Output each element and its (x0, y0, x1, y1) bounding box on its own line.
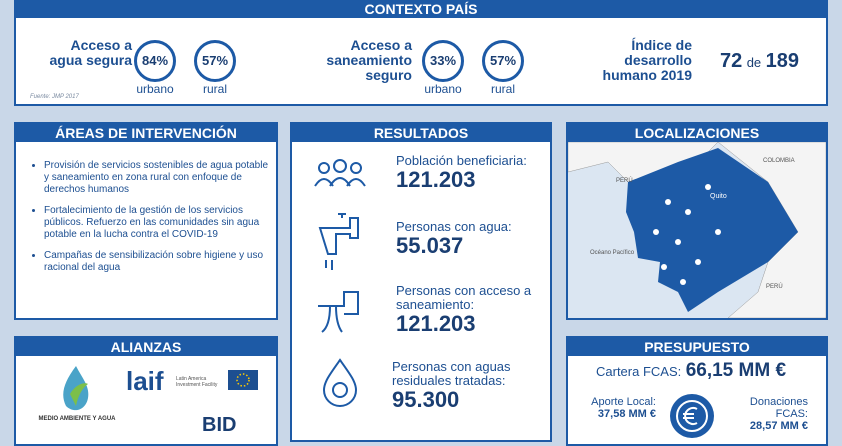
idh-rank: 72 (720, 50, 743, 72)
donaciones: Donaciones FCAS: 28,57 MM € (724, 396, 808, 432)
result-item: Población beneficiaria: 121.203 (396, 154, 546, 192)
alianzas-title: ALIANZAS (16, 338, 276, 356)
decoration (665, 199, 671, 205)
result-value: 121.203 (396, 167, 476, 192)
idh-label: Índice de desarrollo humano 2019 (602, 37, 692, 83)
bid-logo: BID (202, 414, 237, 436)
decoration (350, 162, 362, 174)
agua-label: Acceso a agua segura (49, 37, 132, 68)
result-item: Personas con agua: 55.037 (396, 220, 546, 258)
area-item: Provisión de servicios sostenibles de ag… (44, 160, 272, 196)
map-label: Quito (710, 193, 727, 200)
ministerio-logo (63, 366, 89, 411)
result-value: 55.037 (396, 233, 464, 258)
result-item: Personas con aguas residuales tratadas: … (392, 360, 546, 412)
decoration (675, 239, 681, 245)
areas-list: Provisión de servicios sostenibles de ag… (30, 160, 272, 283)
map-label: PERÚ (616, 177, 633, 184)
decoration (332, 382, 348, 398)
result-value: 95.300 (392, 387, 460, 412)
resultados-panel: RESULTADOS Población beneficiaria: 121.2… (290, 122, 552, 442)
result-value: 121.203 (396, 311, 476, 336)
euro-icon (670, 394, 714, 438)
san-urbano-label: urbano (424, 82, 462, 96)
decoration (705, 184, 711, 190)
localizaciones-panel: LOCALIZACIONES COLOMBIA PERÚ Quito Océan… (566, 122, 828, 320)
map-label: PERÚ (766, 283, 783, 290)
aporte: Aporte Local: 37,58 MM € (572, 396, 656, 420)
locations (653, 184, 721, 285)
cartera-value: 66,15 MM € (685, 360, 787, 381)
idh-sep: de (746, 55, 762, 70)
saneamiento-label: Acceso a saneamiento seguro (326, 37, 412, 83)
decoration (322, 358, 358, 407)
areas-panel: ÁREAS DE INTERVENCIÓN Provisión de servi… (14, 122, 278, 320)
presupuesto-title: PRESUPUESTO (568, 338, 826, 356)
result-label: Población beneficiaria: (396, 153, 527, 168)
areas-title: ÁREAS DE INTERVENCIÓN (16, 124, 276, 142)
decoration (680, 279, 686, 285)
agua-rural-label: rural (202, 82, 227, 96)
decoration (653, 229, 659, 235)
san-rural-value: 57% (482, 40, 524, 82)
contexto-title: CONTEXTO PAÍS (16, 0, 826, 18)
decoration (325, 260, 333, 270)
idh-value: 72 de 189 (720, 50, 799, 73)
decoration (318, 291, 359, 333)
source: Fuente: JMP 2017 (30, 94, 79, 100)
agua-urbano-value: 84% (134, 40, 176, 82)
area-item: Fortalecimiento de la gestión de los ser… (44, 205, 272, 241)
area-item: Campañas de sensibilización sobre higien… (44, 250, 272, 274)
contexto-panel: CONTEXTO PAÍS Acceso a agua segura 84% u… (14, 0, 828, 106)
decoration (338, 213, 346, 218)
decoration (70, 383, 88, 406)
donaciones-label: Donaciones FCAS: (749, 396, 808, 420)
map-label: Océano Pacífico (590, 250, 635, 256)
idh-total: 189 (765, 50, 799, 72)
result-label: Personas con agua: (396, 219, 512, 234)
laif-logo: laif (126, 366, 164, 396)
decoration (715, 229, 721, 235)
result-item: Personas con acceso a saneamiento: 121.2… (396, 284, 546, 336)
result-icons (314, 159, 366, 407)
infographic: CONTEXTO PAÍS Acceso a agua segura 84% u… (0, 0, 842, 430)
san-rural-label: rural (490, 82, 515, 96)
donaciones-value: 28,57 MM € (749, 420, 808, 432)
ecuador (626, 148, 798, 312)
result-label: Personas con acceso a saneamiento: (396, 283, 532, 312)
decoration (333, 159, 347, 173)
agua-rural-value: 57% (194, 40, 236, 82)
presupuesto-panel: PRESUPUESTO Cartera FCAS: 66,15 MM € Apo… (566, 336, 828, 446)
cartera-label: Cartera FCAS: (596, 364, 682, 379)
cartera: Cartera FCAS: 66,15 MM € (596, 360, 786, 382)
decoration (318, 162, 330, 174)
ministerio-text: MEDIO AMBIENTE Y AGUA (38, 416, 116, 422)
alianzas-panel: ALIANZAS MEDIO AMBIENTE Y AGUA laif Lati… (14, 336, 278, 446)
localizaciones-title: LOCALIZACIONES (568, 124, 826, 142)
san-urbano-value: 33% (422, 40, 464, 82)
decoration (318, 217, 359, 255)
decoration (236, 373, 250, 387)
decoration (695, 259, 701, 265)
decoration (683, 407, 698, 425)
decoration (228, 370, 258, 390)
result-label: Personas con aguas residuales tratadas: (392, 359, 511, 388)
agua-urbano-label: urbano (136, 82, 174, 96)
decoration (314, 177, 366, 187)
decoration (661, 264, 667, 270)
laif-sub: Latin America Investment Facility (176, 376, 218, 388)
decoration (685, 209, 691, 215)
aporte-label: Aporte Local: (591, 396, 656, 408)
eu-flag (228, 370, 258, 390)
decoration (314, 159, 366, 407)
aporte-value: 37,58 MM € (597, 408, 656, 420)
map-label: COLOMBIA (763, 158, 795, 164)
resultados-title: RESULTADOS (292, 124, 550, 142)
map: COLOMBIA PERÚ Quito Océano Pacífico PERÚ (568, 142, 826, 318)
